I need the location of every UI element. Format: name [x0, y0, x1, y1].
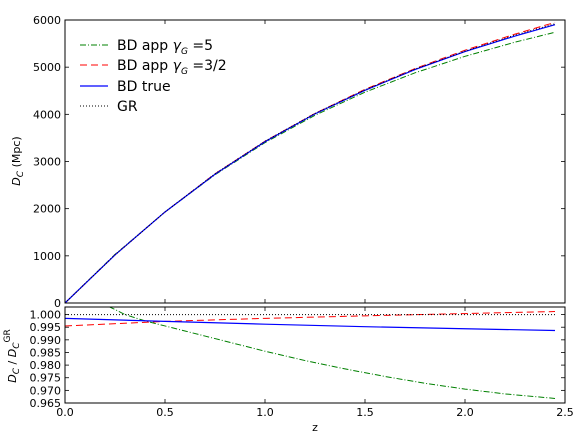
- top-y-tick-label: 3000: [33, 156, 61, 169]
- bottom-x-tick-label: 0.0: [56, 406, 74, 419]
- bottom-y-tick-label: 0.965: [30, 397, 62, 410]
- top-series-lines: [65, 21, 556, 303]
- top-panel: 0 1000 2000 3000 4000 5000 6000 BD app γG =5 B…: [10, 14, 566, 310]
- legend-label-gr: GR: [117, 99, 138, 115]
- top-y-tick-label: 5000: [33, 61, 61, 74]
- bottom-x-tick-label: 2.0: [456, 406, 474, 419]
- top-y-tick-label: 4000: [33, 108, 61, 121]
- bottom-x-tick-label: 2.5: [556, 406, 574, 419]
- bottom-y-tick-label: 0.975: [30, 372, 62, 385]
- legend-entry-bd-true: BD true: [80, 79, 171, 95]
- bottom-ticks: 0.0 0.5 1.0 1.5 2.0 2.50.9650.9700.9750.9800.…: [30, 307, 574, 419]
- top-y-tick-label: 0: [54, 297, 61, 310]
- bottom-y-tick-label: 0.985: [30, 346, 62, 359]
- top-y-tick-label: 1000: [33, 250, 61, 263]
- legend-label-bd-app-gamma5: BD app γG =5: [117, 38, 213, 57]
- bottom-x-tick-label: 1.0: [256, 406, 274, 419]
- bottom-series-2-line: [65, 317, 556, 332]
- bottom-panel: 0.0 0.5 1.0 1.5 2.0 2.50.9650.9700.9750.9800.…: [3, 306, 574, 434]
- bottom-y-tick-label: 0.990: [30, 334, 62, 347]
- bottom-x-tick-label: 0.5: [156, 406, 174, 419]
- legend-label-bd-app-gamma3-2: BD app γG =3/2: [117, 58, 227, 77]
- bottom-y-tick-label: 0.995: [30, 321, 62, 334]
- bottom-x-tick-label: 1.5: [356, 406, 374, 419]
- bottom-plot-frame: [64, 306, 566, 404]
- legend-entry-gr: GR: [80, 99, 138, 115]
- top-y-tick-label: 6000: [33, 14, 61, 27]
- x-axis-label: z: [312, 421, 318, 434]
- bottom-series-lines: [65, 307, 556, 399]
- bottom-y-tick-label: 0.980: [30, 359, 62, 372]
- legend-entry-bd-app-gamma5: BD app γG =5: [80, 38, 213, 57]
- top-y-tick-label: 2000: [33, 203, 61, 216]
- top-ticks: 0 1000 2000 3000 4000 5000 6000: [33, 14, 566, 310]
- top-series-2-line: [65, 24, 556, 303]
- bottom-series-1-line: [65, 311, 556, 327]
- legend-entry-bd-app-gamma3-2: BD app γG =3/2: [80, 58, 227, 77]
- top-y-axis-label: DC (Mpc): [10, 136, 26, 185]
- bottom-y-tick-label: 0.970: [30, 384, 62, 397]
- bottom-y-tick-label: 1.000: [30, 309, 62, 322]
- top-series-3-line: [65, 23, 556, 303]
- bottom-y-axis-label: DC / DCGR: [3, 329, 22, 383]
- legend-label-bd-true: BD true: [117, 79, 171, 95]
- legend: BD app γG =5 BD app γG =3/2 BD true GR: [80, 38, 227, 115]
